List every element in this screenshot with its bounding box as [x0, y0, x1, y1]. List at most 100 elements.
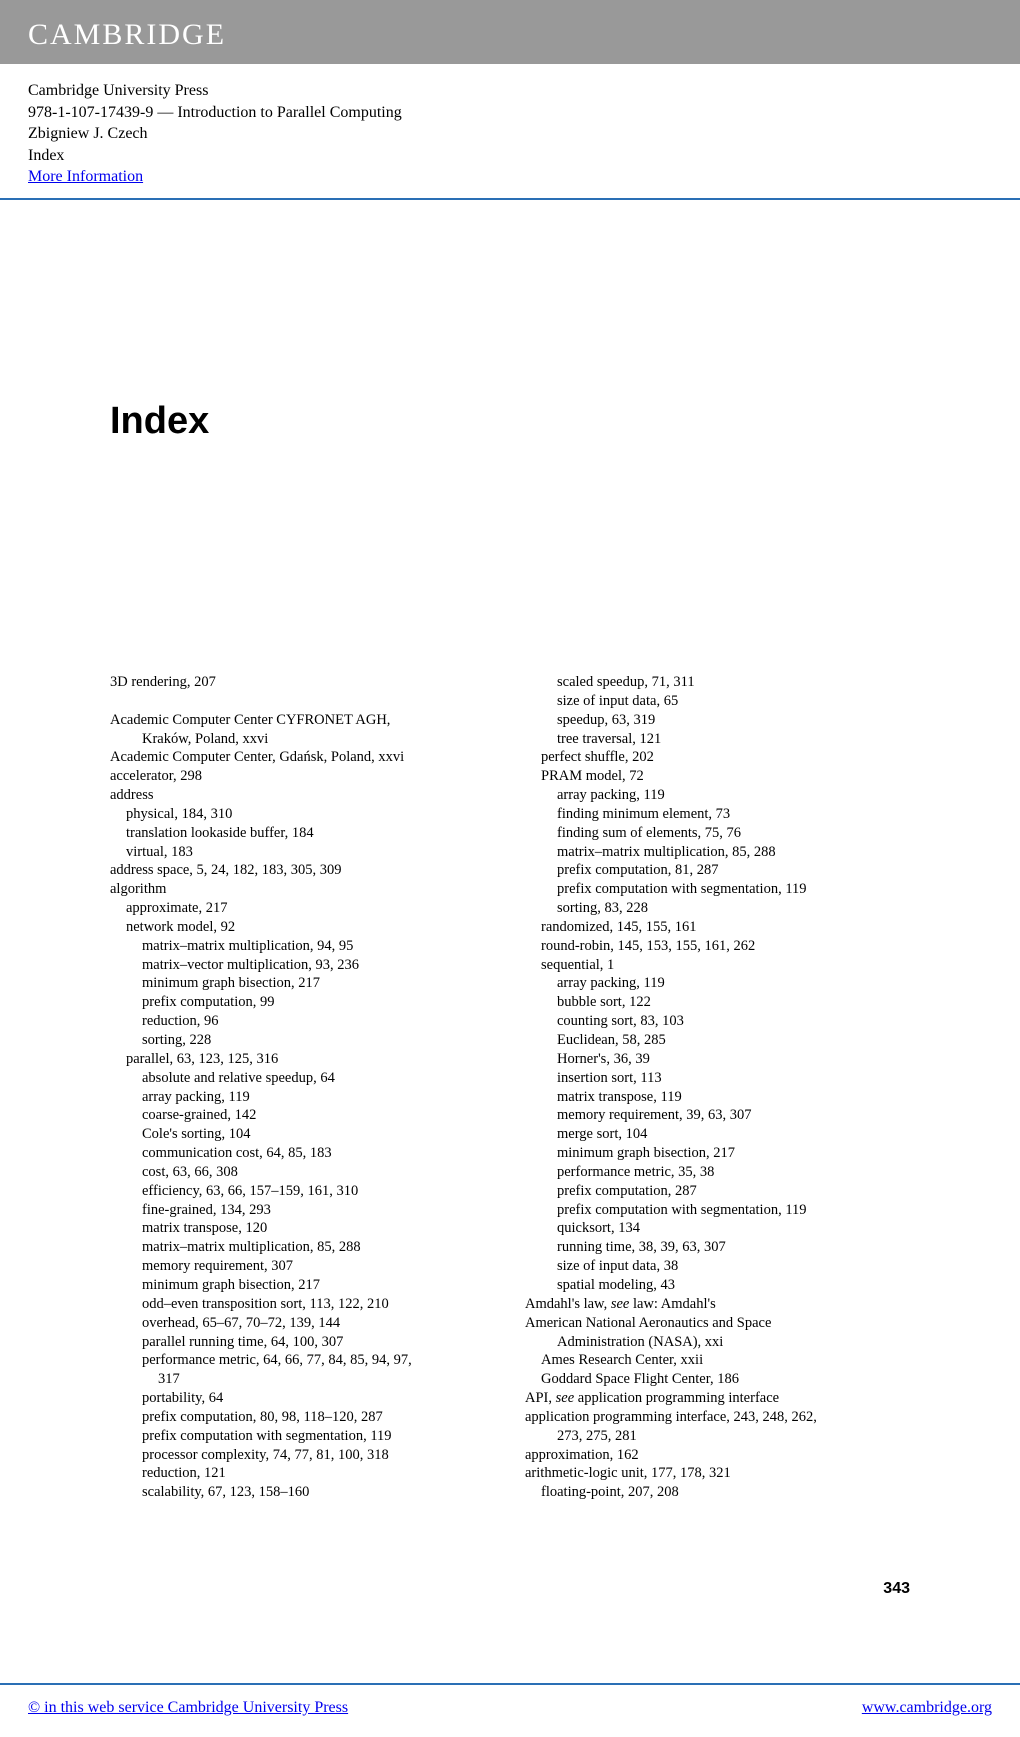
footer-row: © in this web service Cambridge Universi… [0, 1699, 1020, 1737]
index-entry: application programming interface, 243, … [525, 1408, 910, 1427]
index-entry: performance metric, 64, 66, 77, 84, 85, … [110, 1351, 495, 1370]
index-entry: prefix computation, 287 [525, 1182, 910, 1201]
index-entry: address [110, 786, 495, 805]
index-entry: approximation, 162 [525, 1446, 910, 1465]
index-columns: 3D rendering, 207 Academic Computer Cent… [110, 673, 910, 1502]
index-entry: minimum graph bisection, 217 [525, 1144, 910, 1163]
index-entry: array packing, 119 [110, 1088, 495, 1107]
index-entry: translation lookaside buffer, 184 [110, 824, 495, 843]
index-entry: minimum graph bisection, 217 [110, 1276, 495, 1295]
index-entry: scalability, 67, 123, 158–160 [110, 1483, 495, 1502]
index-entry: API, see application programming interfa… [525, 1389, 910, 1408]
index-entry: coarse-grained, 142 [110, 1106, 495, 1125]
index-entry: Ames Research Center, xxii [525, 1351, 910, 1370]
index-entry: finding minimum element, 73 [525, 805, 910, 824]
index-entry: 317 [110, 1370, 495, 1389]
publisher-line: Cambridge University Press [28, 80, 992, 102]
index-entry: performance metric, 35, 38 [525, 1163, 910, 1182]
index-entry: approximate, 217 [110, 899, 495, 918]
index-entry: absolute and relative speedup, 64 [110, 1069, 495, 1088]
index-entry: Euclidean, 58, 285 [525, 1031, 910, 1050]
index-entry: prefix computation with segmentation, 11… [525, 1201, 910, 1220]
index-entry: spatial modeling, 43 [525, 1276, 910, 1295]
publisher-logo: CAMBRIDGE [28, 18, 226, 51]
index-entry: network model, 92 [110, 918, 495, 937]
index-entry: accelerator, 298 [110, 767, 495, 786]
index-entry: processor complexity, 74, 77, 81, 100, 3… [110, 1446, 495, 1465]
index-entry: memory requirement, 307 [110, 1257, 495, 1276]
index-entry: matrix–matrix multiplication, 85, 288 [110, 1238, 495, 1257]
index-entry: minimum graph bisection, 217 [110, 974, 495, 993]
index-entry: speedup, 63, 319 [525, 711, 910, 730]
index-entry: randomized, 145, 155, 161 [525, 918, 910, 937]
index-entry: size of input data, 38 [525, 1257, 910, 1276]
more-information-link[interactable]: More Information [28, 168, 143, 185]
index-title: Index [110, 400, 910, 443]
index-entry: portability, 64 [110, 1389, 495, 1408]
index-entry: address space, 5, 24, 182, 183, 305, 309 [110, 861, 495, 880]
index-entry: prefix computation, 80, 98, 118–120, 287 [110, 1408, 495, 1427]
index-entry: merge sort, 104 [525, 1125, 910, 1144]
index-entry: Academic Computer Center, Gdańsk, Poland… [110, 748, 495, 767]
page-body: Index 3D rendering, 207 Academic Compute… [0, 200, 1020, 1502]
index-entry: odd–even transposition sort, 113, 122, 2… [110, 1295, 495, 1314]
index-entry: matrix–vector multiplication, 93, 236 [110, 956, 495, 975]
index-entry: scaled speedup, 71, 311 [525, 673, 910, 692]
index-entry: prefix computation, 81, 287 [525, 861, 910, 880]
isbn-title-line: 978-1-107-17439-9 — Introduction to Para… [28, 102, 992, 124]
index-entry: running time, 38, 39, 63, 307 [525, 1238, 910, 1257]
index-entry: parallel running time, 64, 100, 307 [110, 1333, 495, 1352]
index-entry: tree traversal, 121 [525, 730, 910, 749]
index-entry: Administration (NASA), xxi [525, 1333, 910, 1352]
index-entry: Cole's sorting, 104 [110, 1125, 495, 1144]
index-entry: quicksort, 134 [525, 1219, 910, 1238]
index-entry: Academic Computer Center CYFRONET AGH, [110, 711, 495, 730]
index-entry: array packing, 119 [525, 974, 910, 993]
index-entry: 3D rendering, 207 [110, 673, 495, 692]
index-entry: matrix–matrix multiplication, 85, 288 [525, 843, 910, 862]
index-entry: Kraków, Poland, xxvi [110, 730, 495, 749]
index-entry: sorting, 228 [110, 1031, 495, 1050]
index-entry: bubble sort, 122 [525, 993, 910, 1012]
index-entry: Amdahl's law, see law: Amdahl's [525, 1295, 910, 1314]
index-entry: matrix–matrix multiplication, 94, 95 [110, 937, 495, 956]
index-entry: prefix computation with segmentation, 11… [525, 880, 910, 899]
index-entry: finding sum of elements, 75, 76 [525, 824, 910, 843]
index-entry: perfect shuffle, 202 [525, 748, 910, 767]
index-entry: parallel, 63, 123, 125, 316 [110, 1050, 495, 1069]
index-entry: sorting, 83, 228 [525, 899, 910, 918]
index-entry: cost, 63, 66, 308 [110, 1163, 495, 1182]
footer: © in this web service Cambridge Universi… [0, 1683, 1020, 1737]
index-entry: round-robin, 145, 153, 155, 161, 262 [525, 937, 910, 956]
index-entry: size of input data, 65 [525, 692, 910, 711]
index-entry: array packing, 119 [525, 786, 910, 805]
index-column-left: 3D rendering, 207 Academic Computer Cent… [110, 673, 495, 1502]
page-number: 343 [883, 1580, 910, 1598]
index-entry: efficiency, 63, 66, 157–159, 161, 310 [110, 1182, 495, 1201]
index-entry: reduction, 96 [110, 1012, 495, 1031]
index-entry: matrix transpose, 119 [525, 1088, 910, 1107]
index-entry: prefix computation, 99 [110, 993, 495, 1012]
index-entry: American National Aeronautics and Space [525, 1314, 910, 1333]
header-banner: CAMBRIDGE [0, 0, 1020, 64]
index-entry: prefix computation with segmentation, 11… [110, 1427, 495, 1446]
index-entry: sequential, 1 [525, 956, 910, 975]
footer-copyright-link[interactable]: © in this web service Cambridge Universi… [28, 1699, 348, 1717]
index-entry: matrix transpose, 120 [110, 1219, 495, 1238]
index-entry: 273, 275, 281 [525, 1427, 910, 1446]
footer-divider [0, 1683, 1020, 1685]
index-entry: communication cost, 64, 85, 183 [110, 1144, 495, 1163]
index-entry: Horner's, 36, 39 [525, 1050, 910, 1069]
footer-url-link[interactable]: www.cambridge.org [862, 1699, 992, 1717]
index-entry: physical, 184, 310 [110, 805, 495, 824]
index-entry: Goddard Space Flight Center, 186 [525, 1370, 910, 1389]
index-entry: counting sort, 83, 103 [525, 1012, 910, 1031]
index-entry: floating-point, 207, 208 [525, 1483, 910, 1502]
index-entry: insertion sort, 113 [525, 1069, 910, 1088]
index-entry: memory requirement, 39, 63, 307 [525, 1106, 910, 1125]
index-column-right: scaled speedup, 71, 311size of input dat… [525, 673, 910, 1502]
index-entry: overhead, 65–67, 70–72, 139, 144 [110, 1314, 495, 1333]
book-meta-block: Cambridge University Press 978-1-107-174… [0, 64, 1020, 198]
index-entry: PRAM model, 72 [525, 767, 910, 786]
index-entry: arithmetic-logic unit, 177, 178, 321 [525, 1464, 910, 1483]
